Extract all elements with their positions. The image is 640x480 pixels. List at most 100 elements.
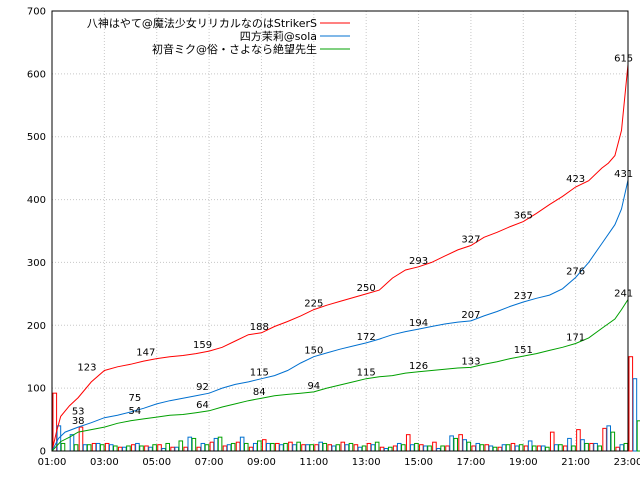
histogram-bar	[510, 442, 516, 452]
histogram-bar	[99, 444, 105, 452]
histogram-bar	[331, 445, 337, 452]
histogram-bar	[78, 426, 84, 452]
histogram-bar	[492, 446, 498, 452]
histogram-bar	[131, 444, 136, 452]
histogram-bar	[296, 441, 301, 452]
histogram-bar	[322, 442, 328, 452]
data-label: 293	[409, 256, 428, 267]
histogram-bar	[484, 444, 490, 452]
histogram-bar	[501, 444, 507, 452]
histogram-bar	[471, 445, 476, 452]
histogram-bar	[606, 425, 612, 452]
histogram-bar	[576, 429, 581, 452]
data-label: 84	[253, 387, 266, 398]
x-tick-label: 05:00	[142, 457, 171, 468]
histogram-bar	[619, 444, 625, 452]
y-tick-label: 700	[27, 7, 46, 18]
histogram-bar	[410, 444, 415, 452]
data-label: 126	[409, 361, 428, 372]
plot-frame	[51, 10, 629, 452]
legend-label: 初音ミク@俗・さよなら絶望先生	[152, 42, 317, 56]
data-label: 147	[136, 348, 155, 359]
histogram-bar	[571, 445, 576, 452]
histogram-bar	[479, 444, 485, 452]
histogram-bar	[440, 445, 445, 452]
data-label: 188	[250, 322, 269, 333]
histogram-bar	[104, 442, 110, 452]
histogram-bars	[52, 356, 640, 452]
histogram-bar	[387, 446, 393, 452]
histogram-bar	[567, 437, 572, 452]
histogram-bar	[314, 444, 319, 452]
histogram-bar	[427, 445, 432, 452]
histogram-bar	[305, 444, 310, 452]
histogram-bar	[597, 445, 603, 452]
histogram-bar	[392, 445, 398, 452]
data-label: 327	[461, 234, 480, 245]
x-tick-label: 15:00	[404, 457, 433, 468]
histogram-bar	[353, 444, 359, 452]
histogram-bar	[270, 442, 275, 452]
data-label: 133	[461, 356, 480, 367]
histogram-bar	[86, 444, 92, 452]
legend-label: 四方茉莉@sola	[240, 29, 317, 43]
histogram-bar	[257, 440, 262, 452]
histogram-bar	[632, 378, 638, 452]
y-tick-label: 0	[40, 447, 46, 458]
histogram-bar	[235, 441, 241, 452]
histogram-bar	[301, 444, 306, 452]
histogram-bar	[200, 442, 206, 452]
histogram-bar	[396, 442, 402, 452]
x-tick-label: 19:00	[509, 457, 538, 468]
histogram-bar	[183, 446, 188, 452]
histogram-bar	[366, 442, 372, 452]
histogram-bar	[584, 442, 589, 452]
data-label: 172	[357, 332, 376, 343]
histogram-bar	[126, 445, 131, 452]
histogram-bar	[309, 444, 314, 452]
y-tick-label: 600	[27, 69, 46, 80]
y-tick-label: 400	[27, 195, 46, 206]
x-tick-label: 21:00	[561, 457, 590, 468]
histogram-bar	[275, 442, 280, 452]
histogram-bar	[196, 446, 202, 452]
histogram-bar	[91, 442, 97, 452]
histogram-bar	[445, 445, 450, 452]
x-tick-label: 13:00	[352, 457, 381, 468]
y-tick-label: 500	[27, 132, 46, 143]
data-label: 115	[250, 368, 269, 379]
data-label: 365	[514, 211, 533, 222]
data-label: 171	[566, 333, 585, 344]
histogram-bar	[60, 442, 66, 452]
histogram-bar	[554, 444, 559, 452]
histogram-bar	[318, 441, 323, 452]
histogram-bar	[357, 446, 363, 452]
histogram-bar	[292, 444, 297, 452]
histogram-bar	[261, 439, 267, 452]
histogram-bar	[279, 444, 284, 452]
histogram-bar	[243, 442, 249, 452]
histogram-bar	[69, 434, 75, 452]
histogram-bar	[449, 435, 454, 452]
histogram-bar	[73, 444, 79, 452]
data-label: 53	[72, 407, 85, 418]
histogram-bar	[222, 445, 228, 452]
histogram-bar	[344, 444, 350, 452]
data-label: 75	[129, 393, 142, 404]
series-line	[51, 299, 629, 452]
data-label: 150	[304, 346, 323, 357]
histogram-bar	[217, 436, 223, 452]
histogram-bar	[432, 441, 437, 452]
histogram-bar	[536, 445, 542, 452]
histogram-bar	[462, 439, 467, 452]
histogram-bar	[401, 444, 406, 452]
histogram-bar	[248, 446, 254, 452]
histogram-bar	[148, 446, 153, 452]
axes: 0 100 200 300 400 500 600 700 01:00 03:00 05:00 07:…	[27, 7, 640, 469]
histogram-bar	[113, 445, 118, 452]
histogram-bar	[518, 444, 524, 452]
histogram-bar	[505, 444, 511, 452]
histogram-bar	[340, 441, 346, 452]
series-lines	[51, 64, 629, 452]
data-label: 151	[514, 345, 533, 356]
